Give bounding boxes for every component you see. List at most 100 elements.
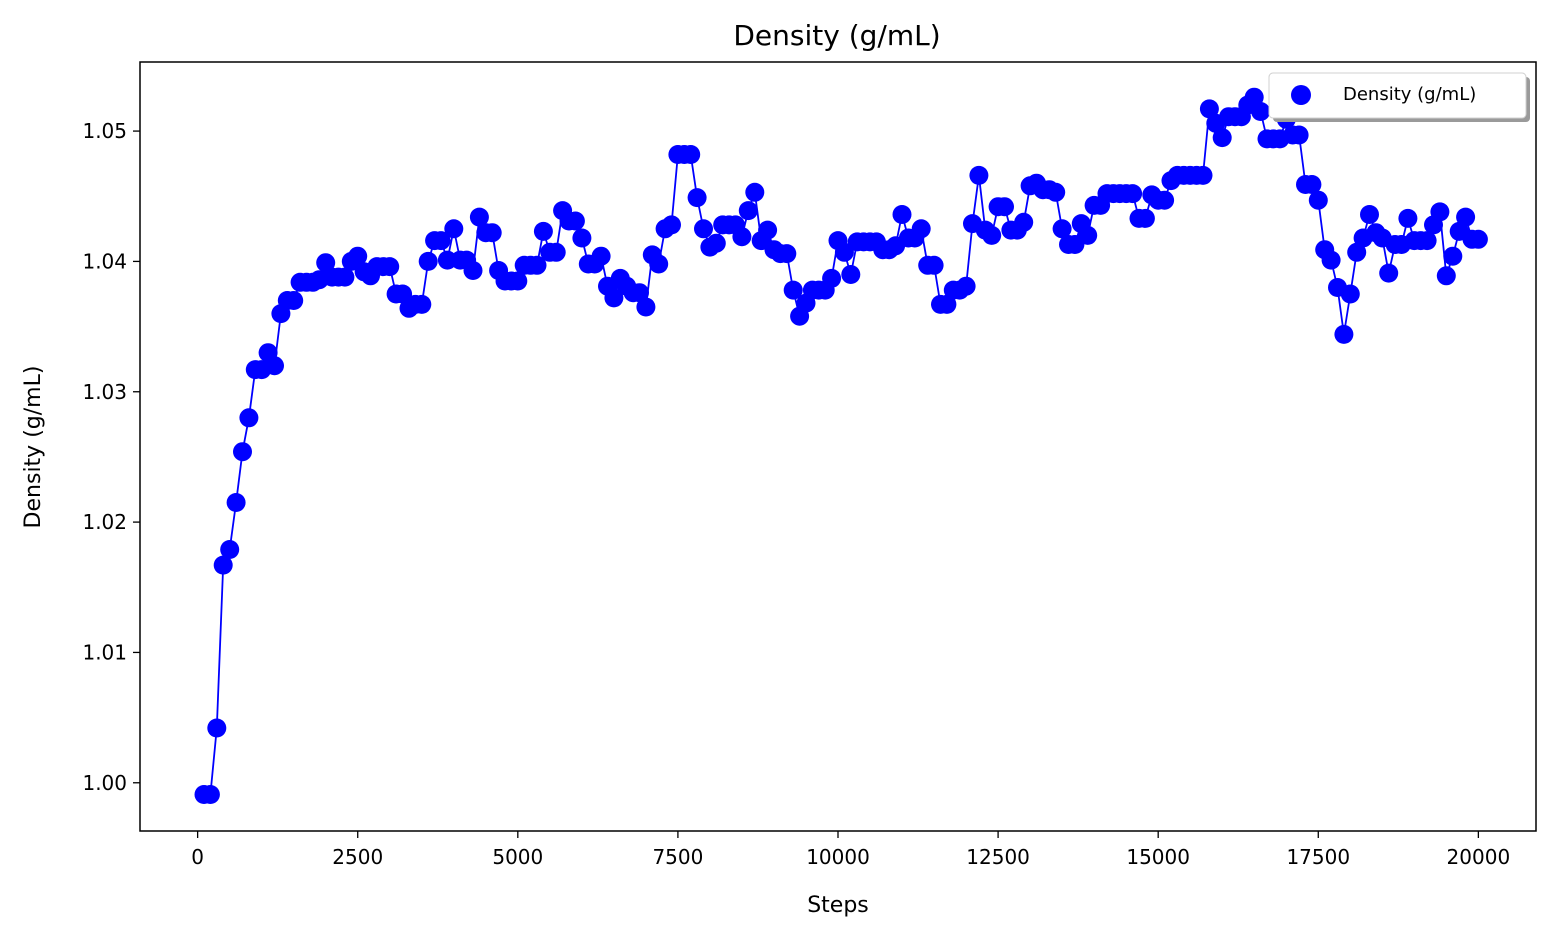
data-point xyxy=(995,197,1014,217)
legend-marker xyxy=(1291,85,1311,105)
x-tick-label: 20000 xyxy=(1447,845,1511,869)
data-point xyxy=(636,297,656,317)
data-point xyxy=(508,271,528,291)
data-point xyxy=(1321,250,1341,270)
x-axis: 0 2500 5000 7500 10000 12500 15000 17500 20000 xyxy=(191,831,1510,869)
data-point xyxy=(316,253,336,273)
data-point xyxy=(1430,202,1450,222)
plot-area xyxy=(194,87,1488,804)
data-point xyxy=(732,227,752,247)
data-point xyxy=(969,165,989,185)
x-tick-label: 10000 xyxy=(806,845,870,869)
data-point xyxy=(431,231,451,251)
data-point xyxy=(1379,263,1399,283)
data-point xyxy=(482,223,502,243)
data-point xyxy=(1078,225,1098,245)
data-point xyxy=(694,219,713,239)
x-tick-label: 12500 xyxy=(966,845,1030,869)
data-point xyxy=(1360,205,1379,224)
data-point xyxy=(469,207,489,227)
data-point xyxy=(239,408,259,428)
data-point xyxy=(745,182,765,202)
legend: Density (g/mL) xyxy=(1268,72,1530,122)
data-point xyxy=(681,145,701,164)
data-point xyxy=(444,219,464,239)
data-point xyxy=(1135,208,1155,228)
data-point xyxy=(213,555,233,575)
data-point xyxy=(649,254,669,274)
data-point xyxy=(911,219,931,239)
data-point xyxy=(533,221,553,241)
y-tick-label: 1.01 xyxy=(82,640,127,664)
x-tick-label: 15000 xyxy=(1126,845,1190,869)
data-point xyxy=(284,291,304,310)
data-point xyxy=(1251,102,1271,121)
data-point xyxy=(1052,219,1072,239)
y-tick-label: 1.02 xyxy=(82,510,127,534)
x-axis-label: Steps xyxy=(807,893,869,918)
data-point xyxy=(1155,190,1175,210)
data-point xyxy=(200,785,220,804)
data-point xyxy=(1199,99,1219,119)
data-point xyxy=(706,233,726,253)
data-point xyxy=(822,268,842,288)
y-axis-label: Density (g/mL) xyxy=(21,366,46,529)
data-point xyxy=(1123,184,1143,204)
data-point xyxy=(630,283,649,303)
data-point xyxy=(604,288,624,308)
x-tick-label: 0 xyxy=(191,845,204,869)
data-point xyxy=(463,261,483,280)
data-point xyxy=(1398,208,1418,228)
data-point xyxy=(527,255,547,275)
x-tick-label: 2500 xyxy=(332,845,383,869)
data-point xyxy=(687,188,707,208)
data-point xyxy=(220,540,240,559)
data-point xyxy=(418,251,438,271)
data-point xyxy=(1436,266,1456,286)
x-tick-label: 17500 xyxy=(1286,845,1350,869)
data-point xyxy=(841,265,861,284)
data-point xyxy=(1302,175,1322,194)
legend-box xyxy=(1268,72,1527,119)
data-point xyxy=(982,225,1002,245)
data-point xyxy=(924,255,944,275)
data-point xyxy=(1244,87,1264,107)
data-point xyxy=(834,242,854,262)
data-point xyxy=(1308,190,1328,210)
data-point xyxy=(1046,182,1066,202)
data-point xyxy=(1193,165,1213,185)
data-point xyxy=(783,280,803,300)
data-point xyxy=(1334,324,1354,344)
data-point xyxy=(572,228,592,248)
x-tick-label: 5000 xyxy=(492,845,543,869)
data-point xyxy=(412,294,432,314)
chart-title: Density (g/mL) xyxy=(733,19,940,52)
data-point xyxy=(662,215,681,235)
data-point xyxy=(233,442,252,462)
data-point xyxy=(546,242,566,262)
legend-label: Density (g/mL) xyxy=(1343,84,1476,105)
x-tick-label: 7500 xyxy=(652,845,703,869)
y-tick-label: 1.03 xyxy=(82,380,127,404)
data-point xyxy=(892,205,912,224)
data-point xyxy=(335,267,355,287)
data-point xyxy=(738,201,758,221)
data-point xyxy=(265,356,284,376)
data-point xyxy=(565,211,585,231)
data-point xyxy=(591,246,611,266)
data-point xyxy=(1347,242,1367,262)
data-point xyxy=(226,493,246,512)
data-point xyxy=(956,276,976,296)
data-point xyxy=(348,246,368,266)
y-axis: 1.00 1.01 1.02 1.03 1.04 1.05 xyxy=(82,119,140,795)
data-point xyxy=(1340,284,1360,304)
data-point xyxy=(1456,207,1476,227)
y-tick-label: 1.04 xyxy=(82,249,127,273)
data-point xyxy=(380,257,400,277)
y-tick-label: 1.05 xyxy=(82,119,127,143)
data-point xyxy=(777,244,797,264)
data-point xyxy=(1417,231,1437,251)
data-point xyxy=(937,294,957,314)
